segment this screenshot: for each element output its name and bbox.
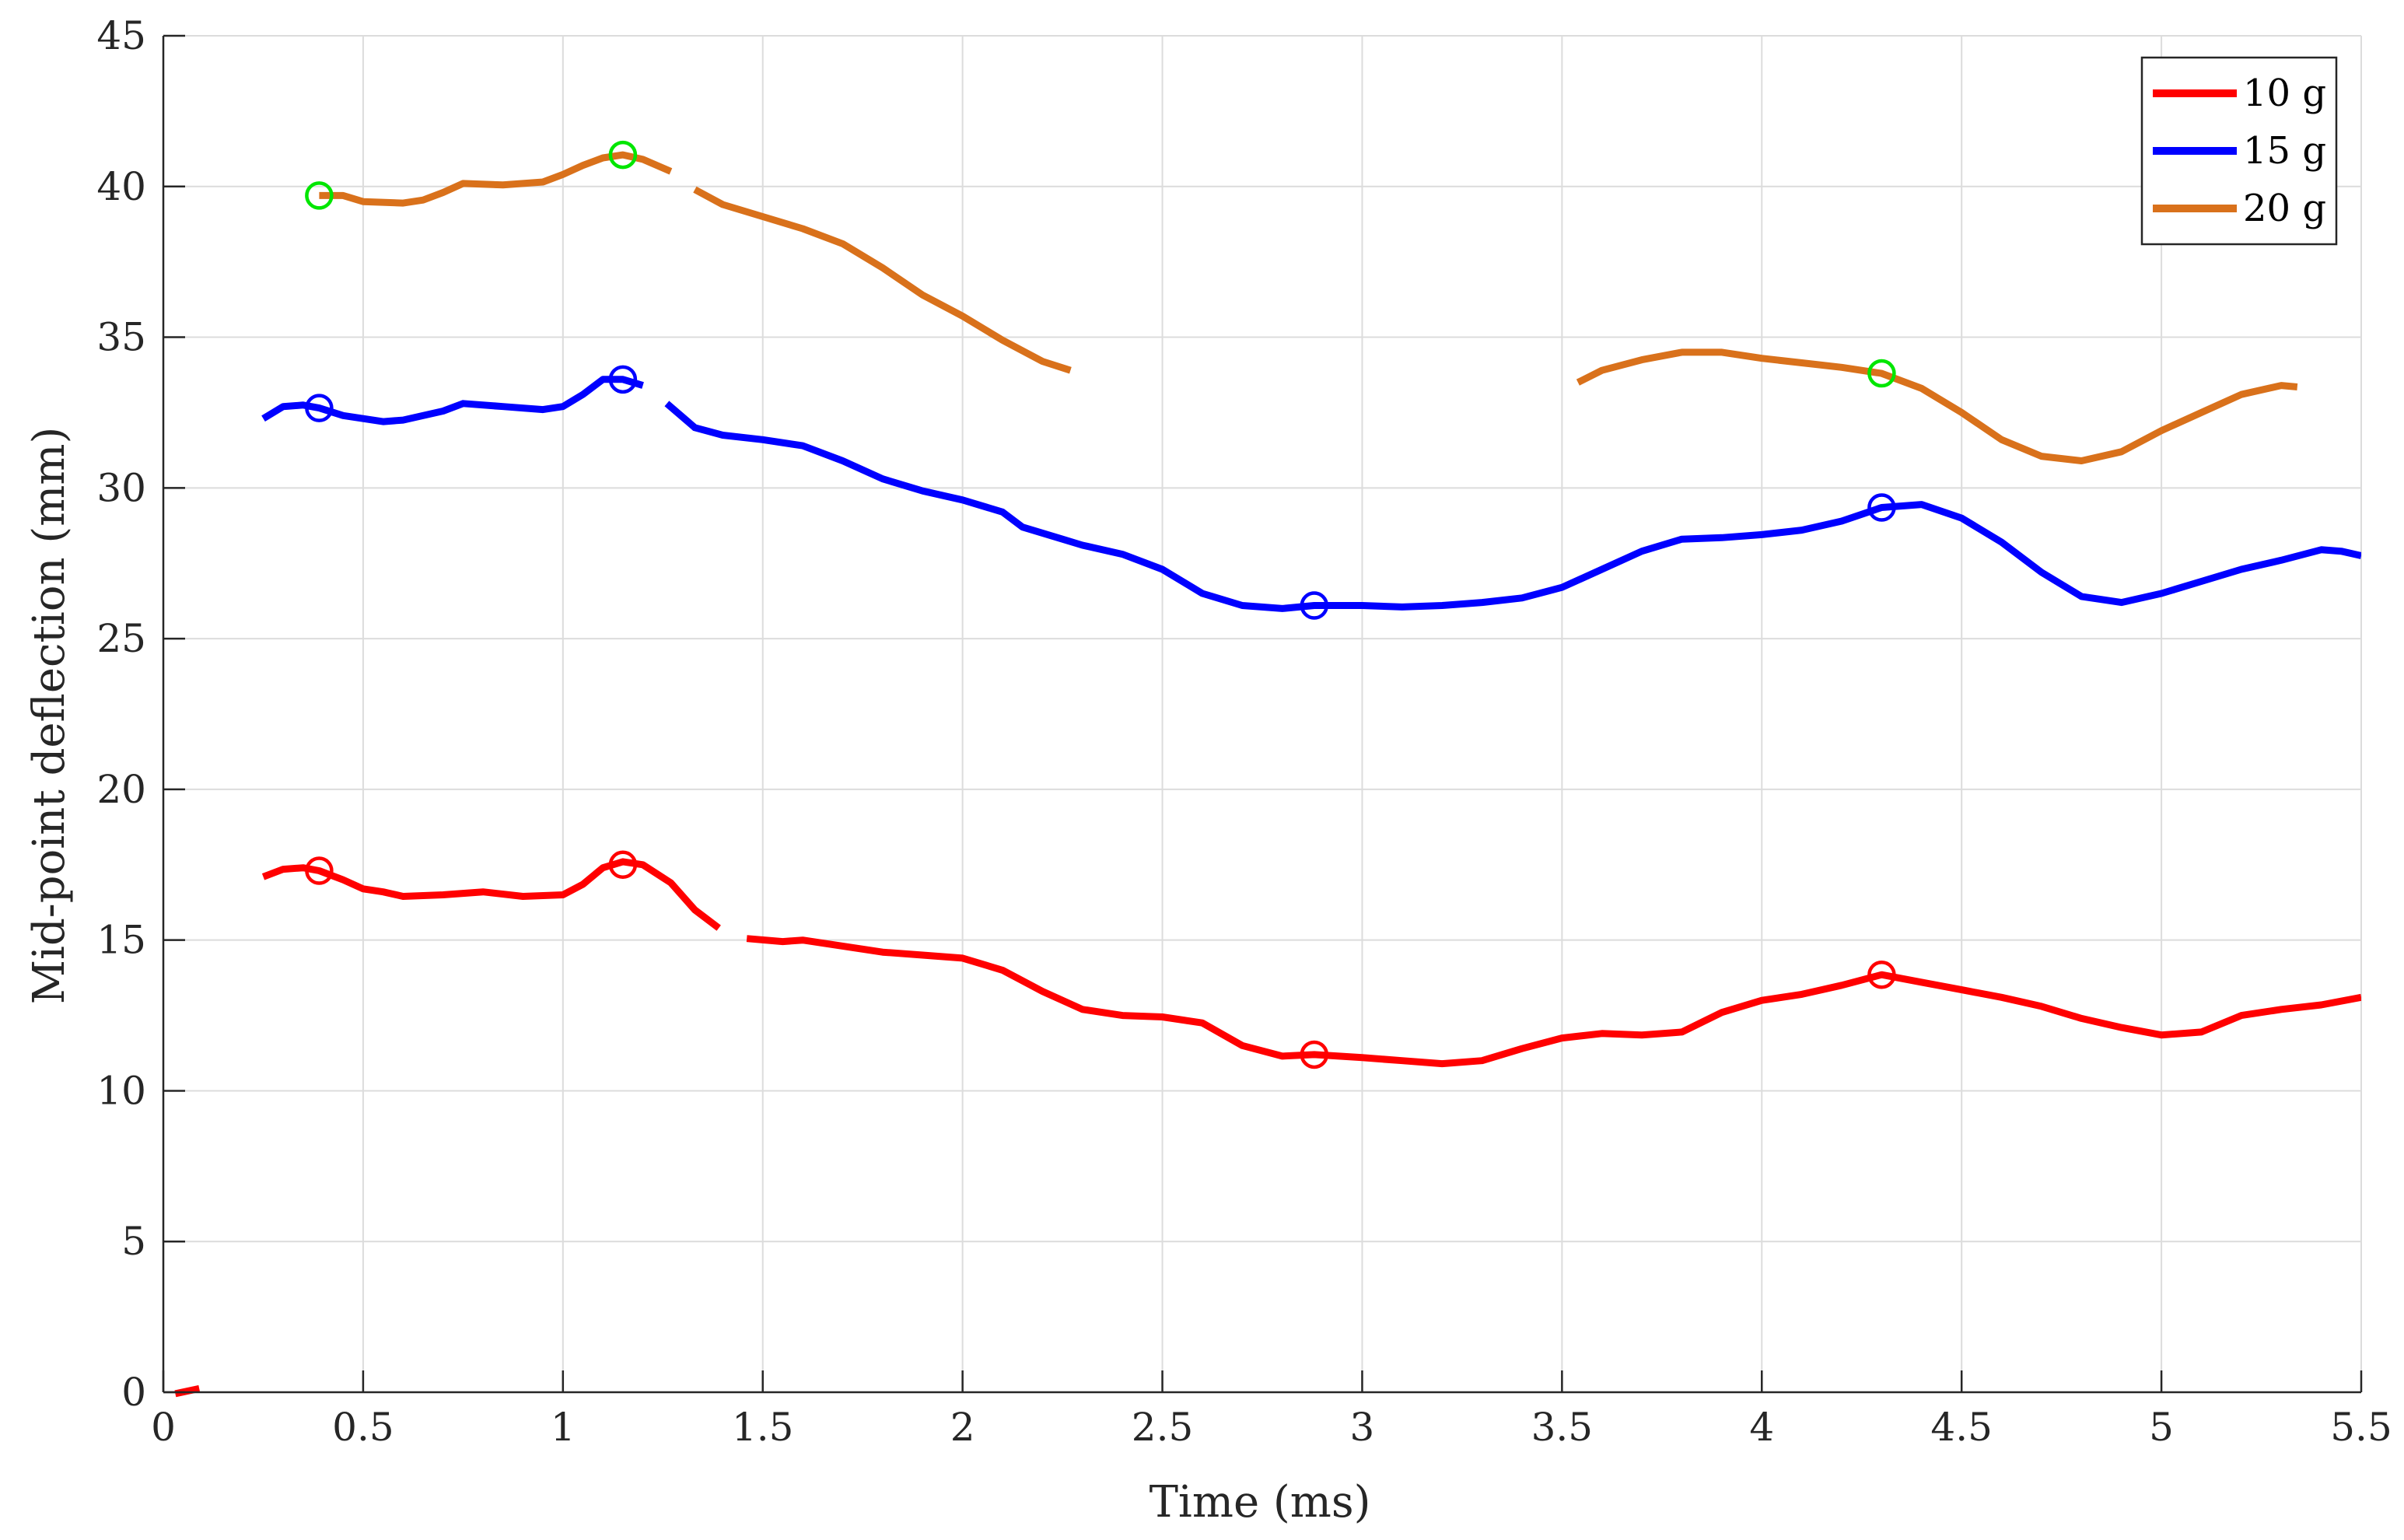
series-line-20g	[1576, 348, 2298, 464]
legend: 10 g 15 g 20 g	[2140, 56, 2338, 246]
x-tick-label: 1	[551, 1405, 576, 1450]
y-tick-label: 5	[121, 1219, 146, 1264]
marker-point-10g	[305, 856, 334, 885]
series-line-15g	[664, 401, 2361, 612]
series-markers	[305, 140, 1896, 1069]
x-axis-label: Time (ms)	[1150, 1477, 1371, 1528]
series-line-10g	[746, 935, 2361, 1068]
series-line-20g	[319, 151, 673, 207]
series-line-20g	[693, 186, 1072, 374]
x-tick-label: 5.5	[2330, 1405, 2392, 1450]
legend-entry-label: 10 g	[2243, 72, 2326, 115]
legend-box	[2140, 56, 2338, 246]
marker-point-10g	[1300, 1040, 1329, 1069]
marker-point-15g	[1300, 591, 1329, 620]
y-tick-label: 10	[96, 1068, 146, 1113]
y-tick-label: 25	[96, 616, 146, 661]
marker-point-20g	[1867, 359, 1896, 388]
x-tick-label: 2	[950, 1405, 975, 1450]
x-tick-label: 0	[151, 1405, 176, 1450]
x-tick-label: 3	[1350, 1405, 1375, 1450]
x-tick-label: 1.5	[732, 1405, 794, 1450]
y-tick-label: 45	[96, 13, 146, 58]
y-tick-label: 0	[121, 1370, 146, 1415]
tick-labels: 0 0.5 1 1.5 2 2.5 3 3.5 4 4.5 5 5.5 0 5 10 15 20 25 30 35 40…	[96, 13, 2392, 1450]
marker-point-15g	[1867, 493, 1896, 522]
marker-point-10g	[1867, 960, 1896, 989]
axes	[162, 34, 2363, 1394]
series-lines	[174, 151, 2361, 1398]
legend-entry-label: 15 g	[2243, 129, 2326, 173]
marker-point-20g	[608, 140, 638, 170]
x-tick-label: 4.5	[1930, 1405, 1993, 1450]
y-tick-label: 40	[96, 164, 146, 209]
x-tick-label: 5	[2149, 1405, 2174, 1450]
y-tick-label: 30	[96, 465, 146, 510]
legend-entry-label: 20 g	[2243, 187, 2326, 230]
marker-point-20g	[305, 181, 334, 210]
series-line-15g	[261, 376, 644, 425]
x-tick-label: 3.5	[1531, 1405, 1594, 1450]
x-tick-label: 4	[1749, 1405, 1774, 1450]
x-tick-label: 2.5	[1132, 1405, 1194, 1450]
marker-point-15g	[305, 394, 334, 422]
y-tick-label: 20	[96, 767, 146, 812]
x-tick-label: 0.5	[332, 1405, 394, 1450]
series-line-10g	[261, 858, 721, 931]
marker-point-10g	[608, 850, 638, 880]
marker-point-15g	[608, 365, 638, 394]
y-tick-label: 15	[96, 918, 146, 963]
y-axis-label: Mid-point deflection (mm)	[24, 427, 75, 1005]
y-tick-label: 35	[96, 315, 146, 360]
